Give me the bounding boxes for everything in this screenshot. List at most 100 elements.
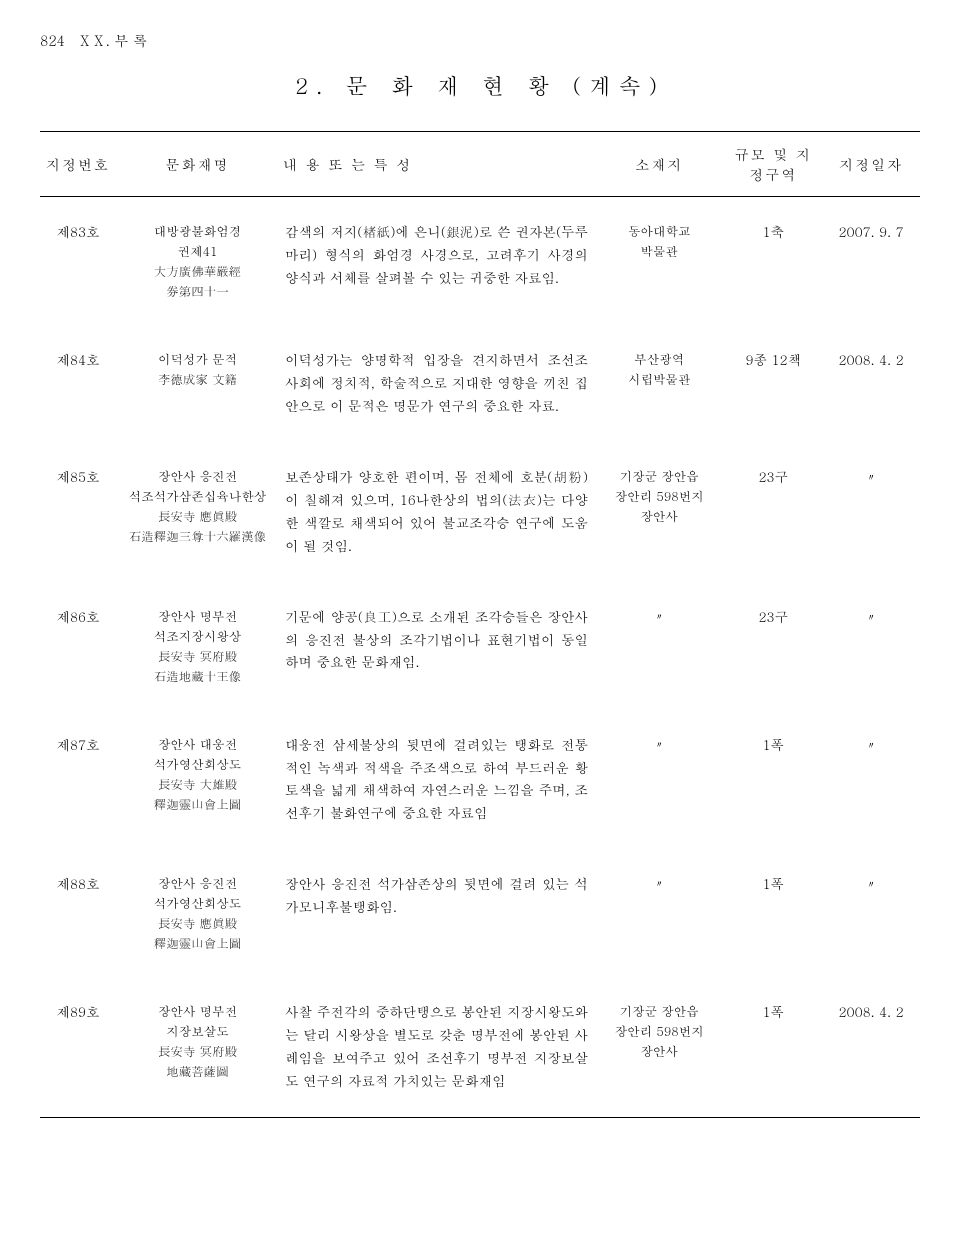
table-header-row: 지정번호 문화재명 내 용 또 는 특 성 소재지 규모 및 지정구역 지정일자 — [40, 132, 920, 197]
name-line: 장안사 명부전 — [122, 1001, 273, 1021]
col-header-location: 소재지 — [594, 132, 724, 197]
cell-location: 〃 — [594, 710, 724, 850]
cell-id: 제84호 — [40, 325, 116, 442]
col-header-id: 지정번호 — [40, 132, 116, 197]
cell-description: 장안사 응진전 석가삼존상의 뒷면에 걸려 있는 석가모니후불탱화임. — [279, 849, 594, 977]
heritage-table: 지정번호 문화재명 내 용 또 는 특 성 소재지 규모 및 지정구역 지정일자… — [40, 131, 920, 1118]
cell-id: 제87호 — [40, 710, 116, 850]
col-header-date: 지정일자 — [822, 132, 920, 197]
name-line: 釋迦靈山會上圖 — [122, 794, 273, 814]
table-row: 제85호장안사 응진전석조석가삼존십육나한상長安寺 應眞殿石造釋迦三尊十六羅漢像… — [40, 442, 920, 582]
cell-description: 대웅전 삼세불상의 뒷면에 걸려있는 탱화로 전통적인 녹색과 적색을 주조색으… — [279, 710, 594, 850]
cell-location: 부산광역시립박물관 — [594, 325, 724, 442]
cell-description: 사찰 주전각의 중하단탱으로 봉안된 지장시왕도와는 달리 시왕상을 별도로 갖… — [279, 977, 594, 1117]
cell-location: 동아대학교박물관 — [594, 197, 724, 326]
name-line: 石造釋迦三尊十六羅漢像 — [122, 526, 273, 546]
cell-scale: 1폭 — [724, 710, 822, 850]
cell-scale: 23구 — [724, 582, 822, 710]
col-header-name: 문화재명 — [116, 132, 279, 197]
table-row: 제86호장안사 명부전석조지장시왕상長安寺 冥府殿石造地藏十王像기문에 양공(良… — [40, 582, 920, 710]
cell-name: 장안사 명부전지장보살도長安寺 冥府殿地藏菩薩圖 — [116, 977, 279, 1117]
name-line: 장안사 대웅전 — [122, 734, 273, 754]
cell-location: 〃 — [594, 582, 724, 710]
name-line: 석가영산회상도 — [122, 893, 273, 913]
cell-date: 〃 — [822, 442, 920, 582]
cell-date: 〃 — [822, 849, 920, 977]
cell-scale: 1폭 — [724, 977, 822, 1117]
cell-name: 장안사 대웅전석가영산회상도長安寺 大雄殿釋迦靈山會上圖 — [116, 710, 279, 850]
name-line: 장안사 응진전 — [122, 466, 273, 486]
name-line: 이덕성가 문적 — [122, 349, 273, 369]
cell-location: 기장군 장안읍장안리 598번지장안사 — [594, 442, 724, 582]
name-line: 대방광불화엄경 — [122, 221, 273, 241]
location-line: 시립박물관 — [600, 369, 718, 389]
col-header-scale: 규모 및 지정구역 — [724, 132, 822, 197]
cell-location: 〃 — [594, 849, 724, 977]
cell-name: 대방광불화엄경권제41大方廣佛華嚴經券第四十一 — [116, 197, 279, 326]
table-row: 제88호장안사 응진전석가영산회상도長安寺 應眞殿釋迦靈山會上圖장안사 응진전 … — [40, 849, 920, 977]
name-line: 長安寺 冥府殿 — [122, 1041, 273, 1061]
cell-date: 2008. 4. 2 — [822, 325, 920, 442]
cell-description: 보존상태가 양호한 편이며, 몸 전체에 호분(胡粉)이 칠해져 있으며, 16… — [279, 442, 594, 582]
section-label: ⅩⅩ. 부 록 — [78, 30, 147, 50]
cell-scale: 1축 — [724, 197, 822, 326]
cell-id: 제85호 — [40, 442, 116, 582]
name-line: 大方廣佛華嚴經 — [122, 261, 273, 281]
cell-scale: 1폭 — [724, 849, 822, 977]
location-line: 기장군 장안읍 — [600, 466, 718, 486]
name-line: 석가영산회상도 — [122, 754, 273, 774]
table-row: 제87호장안사 대웅전석가영산회상도長安寺 大雄殿釋迦靈山會上圖대웅전 삼세불상… — [40, 710, 920, 850]
cell-name: 이덕성가 문적李德成家 文籍 — [116, 325, 279, 442]
cell-scale: 9종 12책 — [724, 325, 822, 442]
table-row: 제84호이덕성가 문적李德成家 文籍이덕성가는 양명학적 입장을 견지하면서 조… — [40, 325, 920, 442]
location-line: 〃 — [600, 734, 718, 754]
name-line: 地藏菩薩圖 — [122, 1061, 273, 1081]
table-row: 제89호장안사 명부전지장보살도長安寺 冥府殿地藏菩薩圖사찰 주전각의 중하단탱… — [40, 977, 920, 1117]
cell-id: 제88호 — [40, 849, 116, 977]
location-line: 박물관 — [600, 241, 718, 261]
cell-name: 장안사 명부전석조지장시왕상長安寺 冥府殿石造地藏十王像 — [116, 582, 279, 710]
name-line: 長安寺 應眞殿 — [122, 506, 273, 526]
cell-date: 〃 — [822, 710, 920, 850]
location-line: 장안사 — [600, 1041, 718, 1061]
col-header-desc: 내 용 또 는 특 성 — [279, 132, 594, 197]
name-line: 券第四十一 — [122, 281, 273, 301]
cell-date: 〃 — [822, 582, 920, 710]
name-line: 釋迦靈山會上圖 — [122, 933, 273, 953]
cell-id: 제83호 — [40, 197, 116, 326]
name-line: 권제41 — [122, 241, 273, 261]
location-line: 기장군 장안읍 — [600, 1001, 718, 1021]
name-line: 장안사 명부전 — [122, 606, 273, 626]
cell-name: 장안사 응진전석조석가삼존십육나한상長安寺 應眞殿石造釋迦三尊十六羅漢像 — [116, 442, 279, 582]
name-line: 석조석가삼존십육나한상 — [122, 486, 273, 506]
location-line: 〃 — [600, 606, 718, 626]
cell-description: 기문에 양공(良工)으로 소개된 조각승들은 장안사의 응진전 불상의 조각기법… — [279, 582, 594, 710]
cell-date: 2008. 4. 2 — [822, 977, 920, 1117]
location-line: 동아대학교 — [600, 221, 718, 241]
name-line: 지장보살도 — [122, 1021, 273, 1041]
location-line: 〃 — [600, 873, 718, 893]
name-line: 장안사 응진전 — [122, 873, 273, 893]
cell-location: 기장군 장안읍장안리 598번지장안사 — [594, 977, 724, 1117]
name-line: 李德成家 文籍 — [122, 369, 273, 389]
cell-id: 제86호 — [40, 582, 116, 710]
location-line: 장안리 598번지 — [600, 486, 718, 506]
location-line: 장안리 598번지 — [600, 1021, 718, 1041]
name-line: 長安寺 冥府殿 — [122, 646, 273, 666]
cell-date: 2007. 9. 7 — [822, 197, 920, 326]
page-header: 824 ⅩⅩ. 부 록 — [40, 30, 920, 50]
cell-description: 감색의 저지(楮紙)에 은니(銀泥)로 쓴 권자본(두루마리) 형식의 화엄경 … — [279, 197, 594, 326]
name-line: 長安寺 大雄殿 — [122, 774, 273, 794]
name-line: 석조지장시왕상 — [122, 626, 273, 646]
name-line: 石造地藏十王像 — [122, 666, 273, 686]
page-title: 2. 문 화 재 현 황 (계속) — [40, 70, 920, 101]
cell-id: 제89호 — [40, 977, 116, 1117]
cell-description: 이덕성가는 양명학적 입장을 견지하면서 조선조 사회에 정치적, 학술적으로 … — [279, 325, 594, 442]
cell-scale: 23구 — [724, 442, 822, 582]
location-line: 장안사 — [600, 506, 718, 526]
location-line: 부산광역 — [600, 349, 718, 369]
name-line: 長安寺 應眞殿 — [122, 913, 273, 933]
table-row: 제83호대방광불화엄경권제41大方廣佛華嚴經券第四十一감색의 저지(楮紙)에 은… — [40, 197, 920, 326]
page-number: 824 — [40, 30, 65, 50]
cell-name: 장안사 응진전석가영산회상도長安寺 應眞殿釋迦靈山會上圖 — [116, 849, 279, 977]
